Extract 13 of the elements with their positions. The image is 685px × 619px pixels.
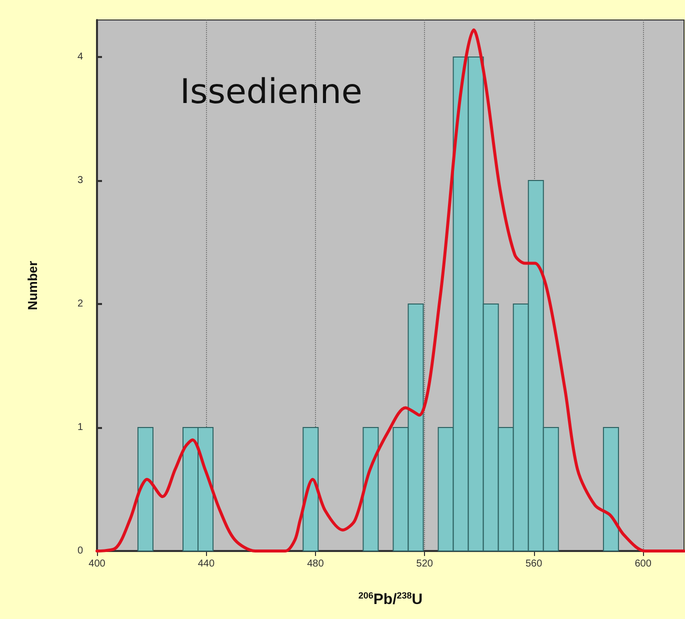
y-axis-title: Number bbox=[25, 260, 40, 310]
text: Issedienne bbox=[180, 72, 362, 112]
x-tick-label: 600 bbox=[634, 558, 652, 570]
x-tick-label: 480 bbox=[307, 558, 324, 570]
y-tick-label: 2 bbox=[77, 298, 84, 310]
x-tick-label: 520 bbox=[416, 558, 434, 570]
x-tick-label: 400 bbox=[88, 558, 106, 570]
x-tick-label: 560 bbox=[525, 558, 543, 570]
y-tick-label: 0 bbox=[77, 546, 84, 556]
y-tick-label: 4 bbox=[77, 52, 84, 63]
y-tick-label: 3 bbox=[77, 175, 84, 186]
y-tick-label: 1 bbox=[77, 422, 84, 434]
x-tick-label: 440 bbox=[198, 558, 215, 570]
